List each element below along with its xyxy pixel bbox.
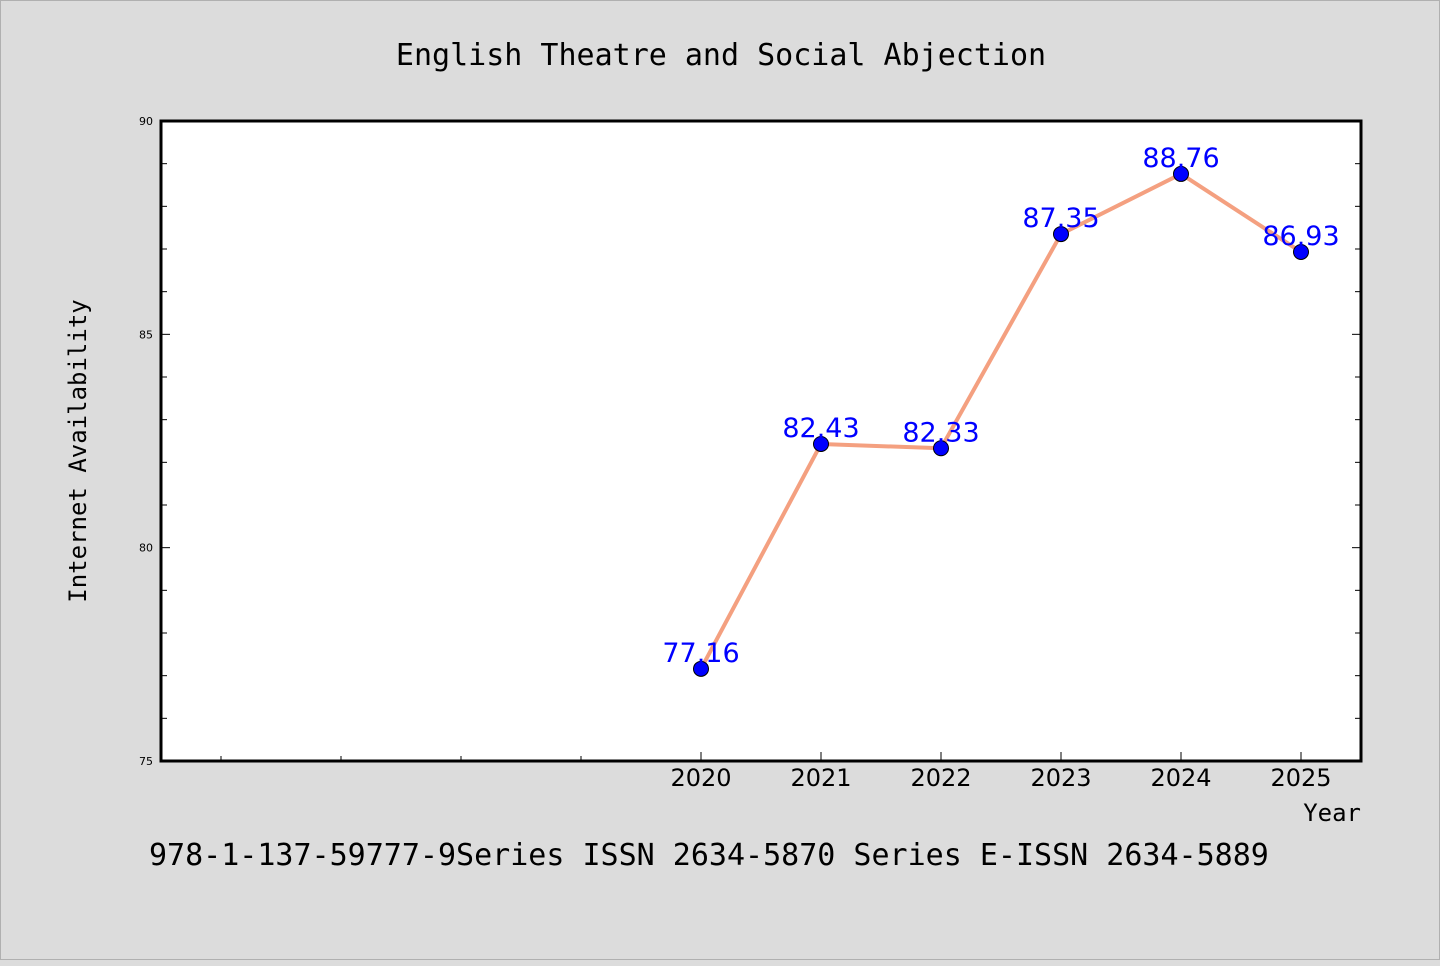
- x-axis-label: Year: [1303, 799, 1361, 827]
- x-tick-label: 2022: [910, 764, 971, 792]
- data-point-marker: [1053, 226, 1069, 243]
- plot-area: [161, 121, 1361, 761]
- data-point-marker: [1293, 243, 1309, 260]
- x-tick-label: 2021: [790, 764, 851, 792]
- series-line: [699, 171, 1303, 671]
- footnote-isbn-issn: 978-1-137-59777-9Series ISSN 2634-5870 S…: [149, 838, 1269, 873]
- data-label: 87.35: [1022, 203, 1099, 234]
- y-axis-label: Internet Availability: [64, 299, 92, 602]
- data-label: 82.43: [782, 413, 859, 444]
- data-label: 86.93: [1262, 221, 1339, 252]
- data-label: 77.16: [662, 638, 739, 669]
- x-tick-label: 2024: [1150, 764, 1211, 792]
- series-layer: 77.16 82.43 82.33 87.35 88.76 86.93: [662, 143, 1340, 677]
- data-label: 88.76: [1142, 143, 1219, 174]
- y-tick-label: 75: [139, 755, 153, 768]
- data-label: 82.33: [902, 417, 979, 448]
- data-point-marker: [813, 435, 829, 452]
- x-tick-label: 2020: [670, 764, 731, 792]
- chart-title: English Theatre and Social Abjection: [396, 38, 1046, 73]
- data-point-marker: [693, 660, 709, 677]
- x-axis-ticks: 2020 2021 2022 2023 2024 2025: [220, 752, 1332, 792]
- plot-frame: [159, 119, 1363, 763]
- data-point-marker: [1173, 165, 1189, 182]
- y-tick-label: 85: [139, 328, 153, 341]
- y-tick-label: 80: [139, 542, 153, 555]
- x-tick-label: 2025: [1270, 764, 1331, 792]
- y-tick-label: 90: [139, 115, 153, 128]
- data-point-marker: [933, 440, 949, 457]
- x-tick-label: 2023: [1030, 764, 1091, 792]
